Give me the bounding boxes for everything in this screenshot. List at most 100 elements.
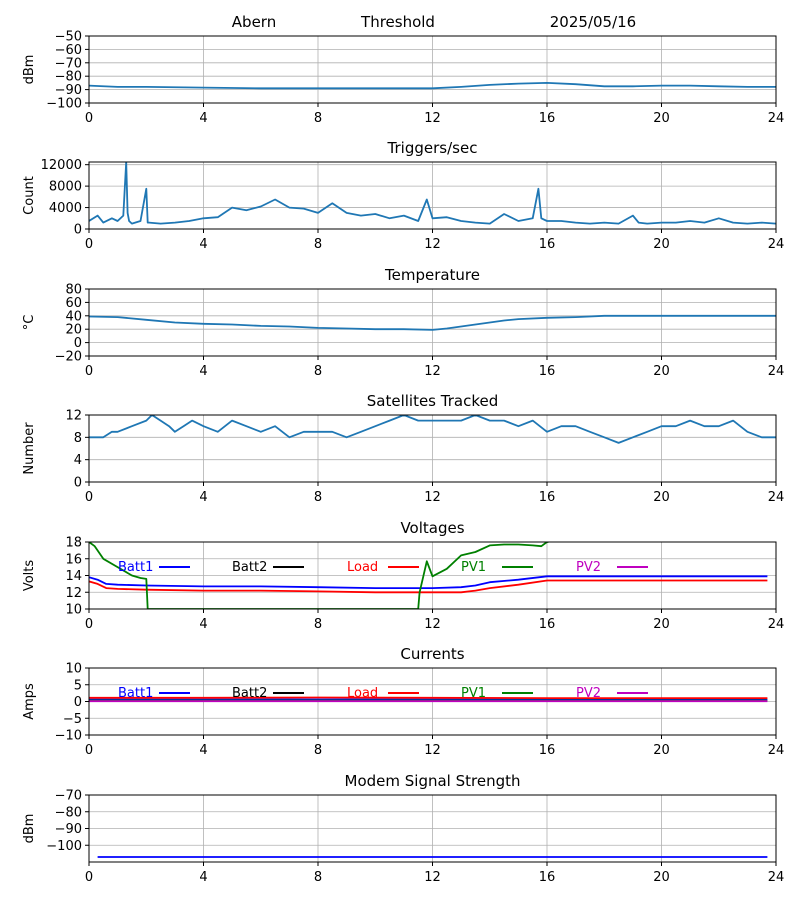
y-tick-label: 40 bbox=[65, 309, 82, 324]
y-tick-label: −5 bbox=[63, 712, 82, 727]
series-line-batt1 bbox=[89, 575, 768, 589]
station-name: Abern bbox=[232, 13, 276, 31]
y-axis-label: Amps bbox=[22, 683, 37, 720]
x-tick-label: 24 bbox=[768, 743, 785, 758]
series-line-1 bbox=[89, 82, 776, 90]
y-tick-label: 10 bbox=[65, 603, 82, 618]
y-tick-label: −50 bbox=[55, 30, 82, 45]
legend-label-pv2: PV2 bbox=[576, 560, 601, 575]
x-tick-label: 16 bbox=[539, 617, 556, 632]
legend-label-pv2: PV2 bbox=[576, 686, 601, 701]
chart-panel-1: 0 4 8 12 16 20 24 −100−90−80−70−60−50 dBm bbox=[22, 30, 784, 127]
y-axis-label: dBm bbox=[22, 814, 37, 844]
legend-label-batt1: Batt1 bbox=[118, 686, 153, 701]
x-tick-label: 20 bbox=[653, 490, 670, 505]
x-tick-label: 20 bbox=[653, 743, 670, 758]
y-tick-label: 12 bbox=[65, 586, 82, 601]
y-tick-label: −90 bbox=[55, 822, 82, 837]
x-tick-label: 24 bbox=[768, 237, 785, 252]
x-tick-label: 8 bbox=[314, 237, 322, 252]
x-tick-label: 8 bbox=[314, 743, 322, 758]
y-tick-label: 4000 bbox=[49, 201, 82, 216]
legend-label-batt1: Batt1 bbox=[118, 560, 153, 575]
x-tick-label: 16 bbox=[539, 237, 556, 252]
y-tick-label: 8000 bbox=[49, 180, 82, 195]
chart-title: Voltages bbox=[400, 519, 464, 537]
chart-panel-6: 0 4 8 12 16 20 24 −10 −5 0 510 Currents Amps Batt1 Bat… bbox=[22, 645, 784, 758]
x-tick-label: 12 bbox=[424, 364, 441, 379]
y-tick-label: −10 bbox=[55, 729, 82, 744]
y-axis-label: °C bbox=[22, 315, 37, 331]
y-tick-label: −80 bbox=[55, 70, 82, 85]
chart-title: Temperature bbox=[384, 266, 480, 284]
x-tick-label: 0 bbox=[85, 617, 93, 632]
x-tick-label: 4 bbox=[199, 743, 207, 758]
chart-panel-2: 0 4 8 12 16 20 24 0 4000 8000 12000 Triggers/sec Cou… bbox=[22, 139, 784, 252]
x-tick-label: 12 bbox=[424, 870, 441, 885]
chart-title: Currents bbox=[400, 645, 464, 663]
threshold-label: Threshold bbox=[360, 13, 435, 31]
x-tick-label: 4 bbox=[199, 617, 207, 632]
y-axis-label: Count bbox=[22, 176, 37, 215]
y-tick-label: −70 bbox=[55, 789, 82, 804]
x-tick-label: 0 bbox=[85, 364, 93, 379]
legend-label-batt2: Batt2 bbox=[232, 686, 267, 701]
x-tick-label: 4 bbox=[199, 870, 207, 885]
legend-label-load: Load bbox=[347, 686, 378, 701]
x-tick-label: 0 bbox=[85, 743, 93, 758]
x-tick-label: 16 bbox=[539, 743, 556, 758]
x-tick-label: 20 bbox=[653, 237, 670, 252]
x-tick-label: 16 bbox=[539, 364, 556, 379]
y-tick-label: 0 bbox=[74, 336, 82, 351]
y-axis-label: Number bbox=[22, 422, 37, 475]
y-tick-label: 16 bbox=[65, 552, 82, 567]
x-tick-label: 12 bbox=[424, 743, 441, 758]
x-tick-label: 4 bbox=[199, 237, 207, 252]
x-tick-label: 8 bbox=[314, 617, 322, 632]
report-date: 2025/05/16 bbox=[550, 13, 636, 31]
chart-panel-7: 0 4 8 12 16 20 24 −100 −90 −80−70 Modem Signal Str… bbox=[22, 772, 784, 885]
y-tick-label: −100 bbox=[46, 97, 82, 112]
y-axis-label: Volts bbox=[22, 560, 37, 592]
x-tick-label: 4 bbox=[199, 364, 207, 379]
series-line-1 bbox=[89, 314, 776, 331]
y-tick-label: 8 bbox=[74, 431, 82, 446]
x-tick-label: 12 bbox=[424, 617, 441, 632]
header: Abern Threshold 2025/05/16 bbox=[232, 13, 636, 31]
legend-label-pv1: PV1 bbox=[461, 686, 486, 701]
series-line-1 bbox=[89, 162, 776, 225]
chart-title: Modem Signal Strength bbox=[345, 772, 521, 790]
legend-label-pv1: PV1 bbox=[461, 560, 486, 575]
series-line-pv1 bbox=[89, 542, 549, 609]
x-tick-label: 24 bbox=[768, 364, 785, 379]
y-tick-label: 5 bbox=[74, 678, 82, 693]
x-tick-label: 8 bbox=[314, 111, 322, 126]
x-tick-label: 8 bbox=[314, 364, 322, 379]
x-tick-label: 20 bbox=[653, 111, 670, 126]
y-tick-label: 4 bbox=[74, 453, 82, 468]
y-tick-label: 18 bbox=[65, 536, 82, 551]
y-tick-label: 14 bbox=[65, 569, 82, 584]
x-tick-label: 0 bbox=[85, 870, 93, 885]
y-tick-label: 0 bbox=[74, 476, 82, 491]
y-tick-label: −90 bbox=[55, 83, 82, 98]
y-tick-label: 12000 bbox=[41, 158, 82, 173]
y-tick-label: 10 bbox=[65, 662, 82, 677]
y-tick-label: 0 bbox=[74, 223, 82, 238]
x-tick-label: 24 bbox=[768, 111, 785, 126]
x-tick-label: 8 bbox=[314, 870, 322, 885]
y-axis-label: dBm bbox=[22, 55, 37, 85]
y-tick-label: −80 bbox=[55, 805, 82, 820]
y-tick-label: 12 bbox=[65, 409, 82, 424]
y-tick-label: 60 bbox=[65, 296, 82, 311]
y-tick-label: −20 bbox=[55, 350, 82, 365]
y-tick-label: −100 bbox=[46, 839, 82, 854]
legend-label-load: Load bbox=[347, 560, 378, 575]
x-tick-label: 0 bbox=[85, 490, 93, 505]
x-tick-label: 12 bbox=[424, 111, 441, 126]
x-tick-label: 24 bbox=[768, 870, 785, 885]
